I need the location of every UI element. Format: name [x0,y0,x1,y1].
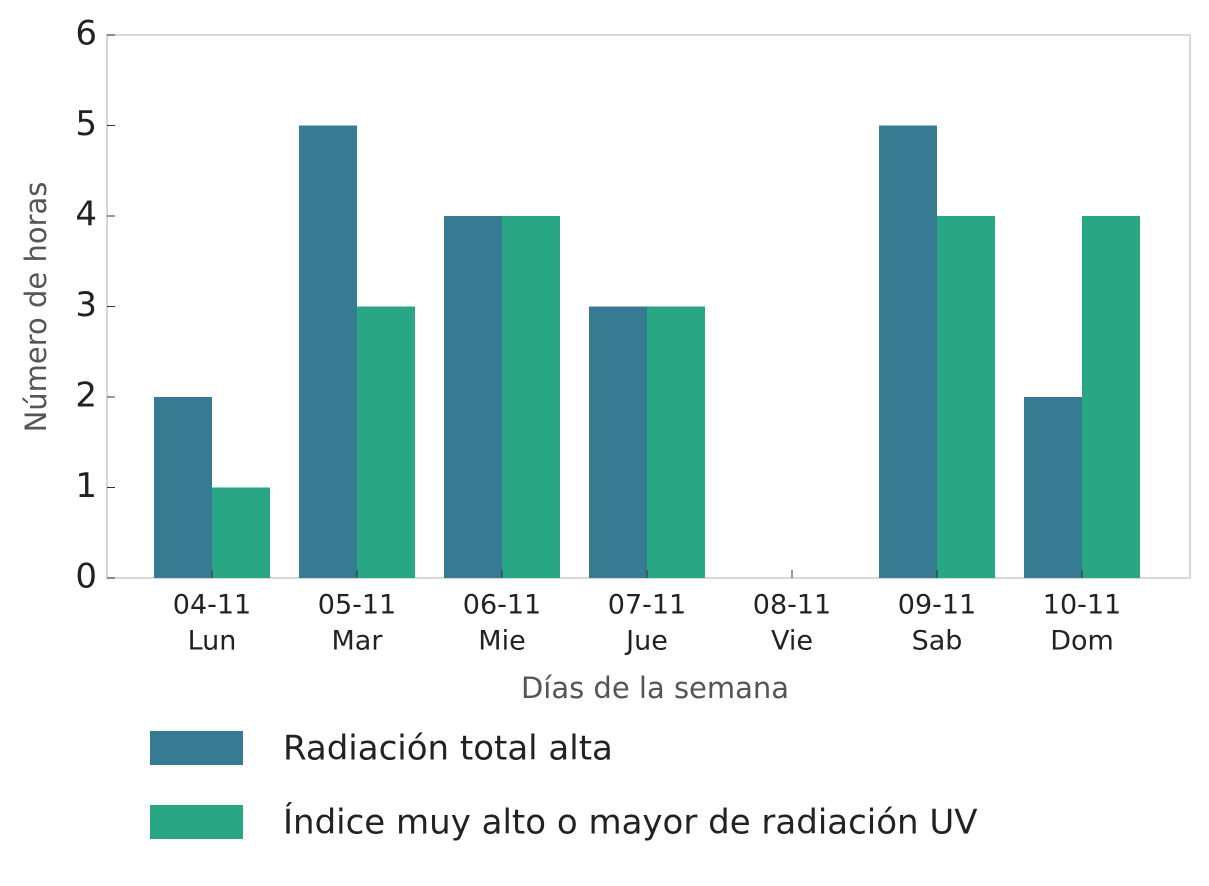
legend-label: Índice muy alto o mayor de radiación UV [283,802,978,843]
bar [589,306,647,578]
y-tick-label: 5 [75,104,97,144]
y-tick-label: 4 [75,195,97,235]
x-tick-label: Vie [771,626,813,657]
x-tick-label: 04-11 [173,590,251,621]
bar [1024,397,1082,578]
bar [1082,216,1140,578]
bar [647,306,705,578]
legend-label: Radiación total alta [283,729,613,769]
x-tick-label: 10-11 [1043,590,1121,621]
x-tick-label: 07-11 [608,590,686,621]
x-tick-label: 08-11 [753,590,831,621]
x-tick-label: 05-11 [318,590,396,621]
y-tick-label: 6 [75,14,97,54]
x-tick-label: Dom [1050,626,1114,657]
bar [502,216,560,578]
bar [879,125,937,578]
bar [937,216,995,578]
x-axis-label: Días de la semana [521,671,789,705]
bar [299,125,357,578]
x-tick-label: 09-11 [898,590,976,621]
y-tick-label: 3 [75,285,97,325]
x-tick-label: Sab [912,626,963,657]
bar [444,216,502,578]
y-axis-label: Número de horas [19,182,53,433]
x-tick-label: Lun [188,626,237,657]
bar [154,397,212,578]
bar [357,306,415,578]
bar [212,487,270,578]
x-tick-label: 06-11 [463,590,541,621]
y-tick-label: 1 [75,466,97,506]
x-tick-label: Mar [332,626,384,657]
y-tick-label: 0 [75,557,97,597]
x-tick-label: Mie [478,626,525,657]
y-tick-label: 2 [75,376,97,416]
legend-swatch [150,805,243,839]
x-tick-label: Jue [624,626,668,657]
legend-swatch [150,731,243,765]
